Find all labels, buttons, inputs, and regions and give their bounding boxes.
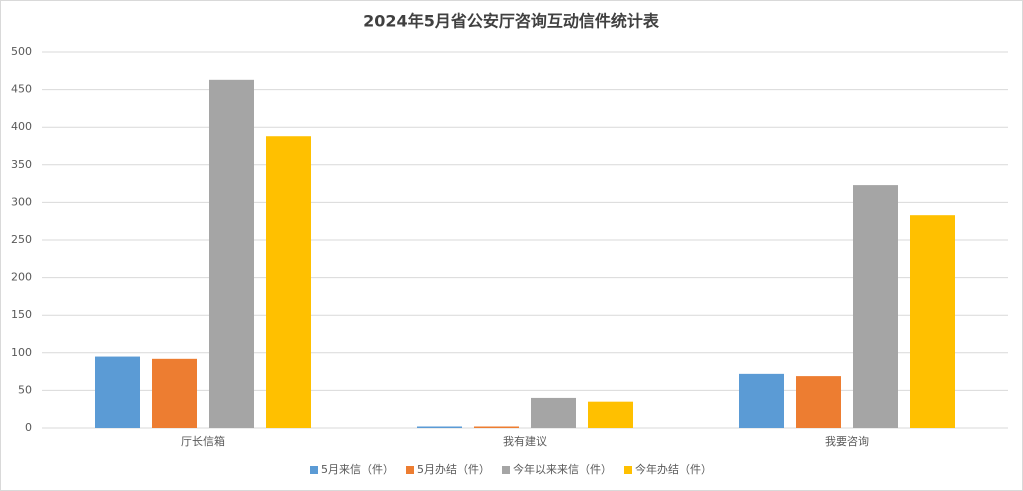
y-tick-label: 200 [11, 271, 32, 284]
legend-label: 今年办结（件） [635, 462, 712, 476]
y-tick-label: 50 [18, 383, 32, 396]
legend-label: 今年以来来信（件） [513, 462, 612, 476]
y-tick-label: 150 [11, 308, 32, 321]
y-tick-label: 100 [11, 346, 32, 359]
bar [209, 79, 254, 428]
x-tick-label: 我要咨询 [825, 434, 869, 448]
x-tick-label: 我有建议 [503, 434, 547, 448]
y-tick-label: 300 [11, 195, 32, 208]
bar [417, 426, 462, 428]
y-tick-label: 250 [11, 233, 32, 246]
legend-label: 5月来信（件） [321, 463, 394, 476]
legend-swatch [406, 466, 414, 474]
legend-label: 5月办结（件） [417, 463, 490, 476]
legend-swatch [624, 466, 632, 474]
legend-swatch [310, 466, 318, 474]
chart-title: 2024年5月省公安厅咨询互动信件统计表 [363, 12, 660, 31]
y-tick-label: 400 [11, 120, 32, 133]
bar [152, 358, 197, 428]
y-tick-label: 500 [11, 45, 32, 58]
bar [588, 401, 633, 428]
bar [266, 136, 311, 428]
legend-swatch [502, 466, 510, 474]
bar [474, 426, 519, 428]
y-tick-label: 350 [11, 158, 32, 171]
bar [910, 215, 955, 428]
bar [531, 397, 576, 428]
y-tick-label: 450 [11, 83, 32, 96]
bar [739, 373, 784, 428]
x-tick-label: 厅长信箱 [181, 434, 225, 448]
bar [796, 376, 841, 428]
y-tick-label: 0 [25, 421, 32, 434]
bar [95, 356, 140, 428]
bar [853, 185, 898, 428]
